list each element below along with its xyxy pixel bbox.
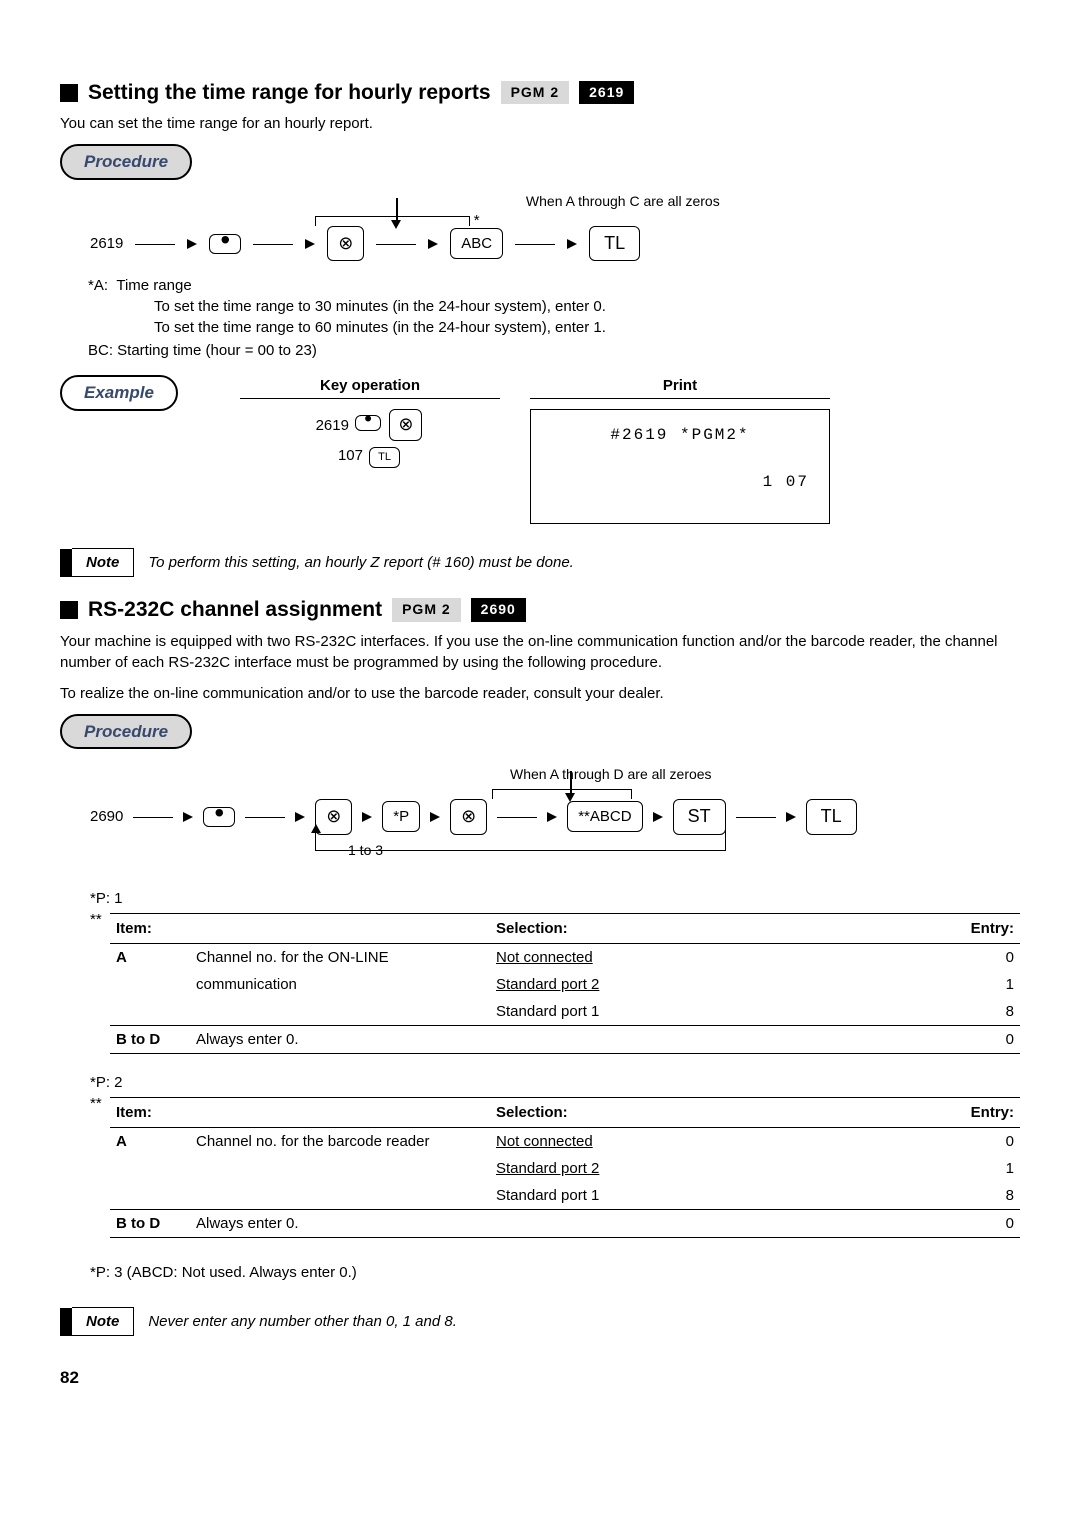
loop-back-connector xyxy=(315,825,725,851)
tl-key: TL xyxy=(589,226,640,261)
abc-key: ABC xyxy=(450,228,503,259)
table-row: B to D Always enter 0. 0 xyxy=(110,1210,1020,1238)
table-p2: Item: Selection: Entry: A Channel no. fo… xyxy=(110,1097,1020,1238)
asterisk: * xyxy=(474,210,480,231)
keyop-lines: 2619 • ⊗ 107 TL xyxy=(240,409,500,468)
note-label: Note xyxy=(72,548,134,577)
tl-key-small: TL xyxy=(369,447,400,468)
note-label: Note xyxy=(72,1307,134,1336)
pgm-badge: PGM 2 xyxy=(501,81,570,105)
p3-text: *P: 3 (ABCD: Not used. Always enter 0.) xyxy=(90,1262,1020,1283)
note-a-label: *A: xyxy=(88,277,108,294)
multiply-key: ⊗ xyxy=(389,409,422,440)
note-a-line1: To set the time range to 30 minutes (in … xyxy=(154,296,1020,317)
arrow-icon xyxy=(515,233,555,254)
code-badge: 2690 xyxy=(471,598,526,622)
example-row: Example Key operation 2619 • ⊗ 107 TL Pr… xyxy=(60,375,1020,524)
th-selection: Selection: xyxy=(490,1098,930,1128)
flow2-above-note: When A through D are all zeroes xyxy=(510,765,712,785)
flow-code: 2619 xyxy=(90,233,123,254)
arrow-icon xyxy=(376,233,416,254)
note-a-title: Time range xyxy=(116,277,191,294)
print-line1: #2619 *PGM2* xyxy=(551,424,809,446)
example-pill: Example xyxy=(60,375,178,411)
section1-intro: You can set the time range for an hourly… xyxy=(60,113,1020,134)
p1-label: *P: 1 xyxy=(90,888,1020,909)
flow-above-note: When A through C are all zeros xyxy=(526,192,720,212)
procedure-pill-2: Procedure xyxy=(60,714,192,750)
note-flag: Note xyxy=(60,548,134,577)
arrow-icon xyxy=(497,806,537,827)
table-row: B to D Always enter 0. 0 xyxy=(110,1026,1020,1054)
arrow-icon xyxy=(135,233,175,254)
section2-para1: Your machine is equipped with two RS-232… xyxy=(60,631,1020,673)
procedure-pill: Procedure xyxy=(60,144,192,180)
skip-connector xyxy=(315,216,470,226)
section2-flow: When A through D are all zeroes 2690 • ⊗… xyxy=(90,799,990,834)
section1-heading: Setting the time range for hourly report… xyxy=(60,78,1020,107)
arrow-icon xyxy=(253,233,293,254)
square-bullet-icon xyxy=(60,84,78,102)
print-box: #2619 *PGM2* 1 07 xyxy=(530,409,830,524)
p2-label: *P: 2 xyxy=(90,1072,1020,1093)
section2-title: RS-232C channel assignment xyxy=(88,595,382,624)
page-number: 82 xyxy=(60,1366,1020,1390)
skip-connector xyxy=(492,789,632,799)
table-p1: Item: Selection: Entry: A Channel no. fo… xyxy=(110,913,1020,1054)
table-row: Standard port 1 8 xyxy=(110,1182,1020,1210)
square-bullet-icon xyxy=(60,601,78,619)
arrow-icon xyxy=(245,806,285,827)
note-text: To perform this setting, an hourly Z rep… xyxy=(148,552,574,573)
keyop-head: Key operation xyxy=(240,375,500,399)
arrow-icon xyxy=(133,806,173,827)
double-asterisk: ** xyxy=(90,1093,110,1248)
section1-flow: When A through C are all zeros 2619 • ⊗ … xyxy=(90,226,1020,261)
th-entry: Entry: xyxy=(930,914,1020,944)
th-entry: Entry: xyxy=(930,1098,1020,1128)
keyop-val: 107 xyxy=(338,447,363,464)
tl-key: TL xyxy=(806,799,857,834)
th-selection: Selection: xyxy=(490,914,930,944)
table-row: A Channel no. for the barcode reader Not… xyxy=(110,1128,1020,1156)
table-row: Standard port 2 1 xyxy=(110,1155,1020,1182)
dot-key: • xyxy=(355,415,381,431)
note-row-1: Note To perform this setting, an hourly … xyxy=(60,548,1020,577)
multiply-key: ⊗ xyxy=(327,226,364,261)
loop-group: ⊗ *P ⊗ **ABCD ST xyxy=(315,799,725,834)
print-head: Print xyxy=(530,375,830,399)
pgm-badge: PGM 2 xyxy=(392,598,461,622)
dot-key: • xyxy=(203,807,235,827)
notes-block: *A: Time range To set the time range to … xyxy=(88,275,1020,361)
th-item: Item: xyxy=(110,914,190,944)
print-line2: 1 07 xyxy=(551,471,809,493)
code-badge: 2619 xyxy=(579,81,634,105)
double-asterisk: ** xyxy=(90,909,110,1064)
table-row: A Channel no. for the ON-LINE Not connec… xyxy=(110,944,1020,972)
note-text-2: Never enter any number other than 0, 1 a… xyxy=(148,1311,457,1332)
arrow-icon xyxy=(736,806,776,827)
note-flag: Note xyxy=(60,1307,134,1336)
dot-key: • xyxy=(209,234,241,254)
note-row-2: Note Never enter any number other than 0… xyxy=(60,1307,1020,1336)
note-bc: BC: Starting time (hour = 00 to 23) xyxy=(88,340,1020,361)
keyop-code: 2619 xyxy=(316,417,349,434)
section2-para2: To realize the on-line communication and… xyxy=(60,683,1020,704)
note-a-line2: To set the time range to 60 minutes (in … xyxy=(154,317,1020,338)
th-item: Item: xyxy=(110,1098,190,1128)
flow2-code: 2690 xyxy=(90,806,123,827)
table-row: Standard port 1 8 xyxy=(110,998,1020,1026)
section2-heading: RS-232C channel assignment PGM 2 2690 xyxy=(60,595,1020,624)
table-row: communication Standard port 2 1 xyxy=(110,971,1020,998)
section1-title: Setting the time range for hourly report… xyxy=(88,78,491,107)
